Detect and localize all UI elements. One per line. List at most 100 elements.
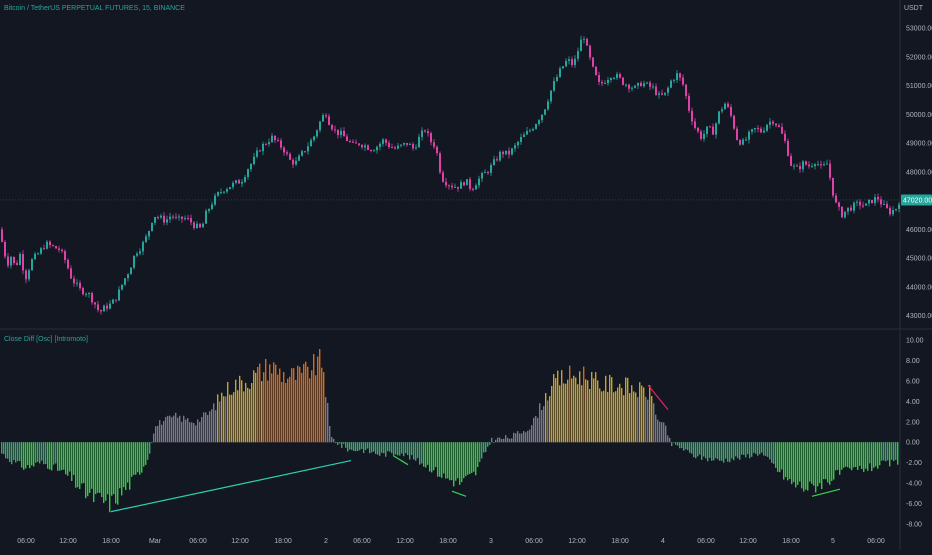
last-price-badge[interactable] <box>901 194 932 206</box>
histogram-bar <box>495 439 497 443</box>
candle-body <box>670 80 672 88</box>
candle-body <box>367 145 369 150</box>
histogram-bar <box>643 387 645 443</box>
candle-body <box>112 299 114 304</box>
histogram-bar <box>697 442 699 457</box>
candle-body <box>865 203 867 206</box>
histogram-bar <box>549 396 551 443</box>
histogram-bar <box>227 381 229 443</box>
candle-body <box>148 230 150 237</box>
histogram-bar <box>779 442 781 473</box>
osc-trendline[interactable] <box>451 490 467 497</box>
histogram-bar <box>823 442 825 480</box>
histogram-bar <box>527 430 529 443</box>
histogram-bar <box>219 401 221 443</box>
histogram-bar <box>273 362 275 443</box>
candle-body <box>586 38 588 46</box>
histogram-bar <box>603 390 605 443</box>
candle-body <box>40 248 42 254</box>
candle-body <box>151 222 153 231</box>
histogram-bar <box>557 370 559 443</box>
osc-trendline[interactable] <box>392 454 409 466</box>
candle-body <box>280 140 282 148</box>
histogram-bar <box>297 365 299 443</box>
candle-body <box>457 186 459 189</box>
histogram-bar <box>783 442 785 480</box>
histogram-bar <box>147 442 149 460</box>
histogram-bar <box>731 442 733 459</box>
candle-body <box>493 159 495 165</box>
candle-body <box>619 73 621 78</box>
histogram-bar <box>453 442 455 487</box>
candle-body <box>490 164 492 173</box>
histogram-bar <box>139 442 141 475</box>
candle-body <box>181 216 183 219</box>
histogram-bar <box>63 442 65 470</box>
time-tick-label: 18:00 <box>274 538 292 545</box>
candle-body <box>754 127 756 130</box>
histogram-bar <box>275 364 277 443</box>
histogram-bar <box>699 442 701 455</box>
histogram-bar <box>207 415 209 443</box>
histogram-bar <box>309 378 311 443</box>
histogram-bar <box>545 393 547 443</box>
histogram-bar <box>647 399 649 443</box>
candle-body <box>82 288 84 295</box>
candle-body <box>829 163 831 178</box>
histogram-bar <box>883 442 885 461</box>
histogram-bar <box>651 396 653 443</box>
histogram-bar <box>91 442 93 489</box>
histogram-bar <box>177 417 179 443</box>
candle-body <box>115 299 117 301</box>
candle-body <box>232 182 234 188</box>
candle-body <box>886 203 888 208</box>
histogram-bar <box>685 442 687 450</box>
indicator-title[interactable]: Close Diff [Osc] [Intromoto] <box>4 336 88 343</box>
histogram-bar <box>243 391 245 443</box>
candle-body <box>340 130 342 136</box>
candle-body <box>859 201 861 206</box>
histogram-bar <box>181 421 183 443</box>
histogram-bar <box>429 442 431 472</box>
osc-trendline[interactable] <box>811 488 841 497</box>
histogram-bar <box>583 366 585 443</box>
histogram-bar <box>341 442 343 448</box>
histogram-bar <box>135 442 137 475</box>
candle-body <box>802 161 804 170</box>
histogram-bar <box>659 421 661 443</box>
candle-body <box>547 101 549 110</box>
histogram-bar <box>585 379 587 443</box>
candle-body <box>844 211 846 218</box>
last-price-label: 47020.00 <box>903 197 932 204</box>
histogram-bar <box>69 442 71 472</box>
candle-body <box>769 121 771 125</box>
histogram-bar <box>255 372 257 443</box>
symbol-title[interactable]: Bitcoin / TetherUS PERPETUAL FUTURES, 15… <box>4 5 185 12</box>
histogram-bar <box>481 442 483 459</box>
candle-body <box>166 219 168 223</box>
candle-body <box>190 218 192 223</box>
osc-trendline[interactable] <box>647 384 669 410</box>
histogram-bar <box>421 442 423 464</box>
histogram-bar <box>61 442 63 471</box>
osc-trendline[interactable] <box>110 460 352 513</box>
candle-body <box>406 142 408 145</box>
histogram-bar <box>667 435 669 443</box>
candle-body <box>604 83 606 85</box>
time-tick-label: 12:00 <box>739 538 757 545</box>
histogram-bar <box>533 417 535 443</box>
histogram-bar <box>675 442 677 445</box>
candle-body <box>346 136 348 142</box>
histogram-bar <box>893 442 895 462</box>
histogram-bar <box>375 442 377 455</box>
histogram-bar <box>567 379 569 443</box>
candle-body <box>661 93 663 95</box>
histogram-bar <box>263 372 265 443</box>
price-tick-label: 49000.00 <box>906 141 932 148</box>
histogram-bar <box>469 442 471 474</box>
candle-body <box>460 182 462 189</box>
histogram-bar <box>361 442 363 449</box>
histogram-bar <box>669 437 671 443</box>
